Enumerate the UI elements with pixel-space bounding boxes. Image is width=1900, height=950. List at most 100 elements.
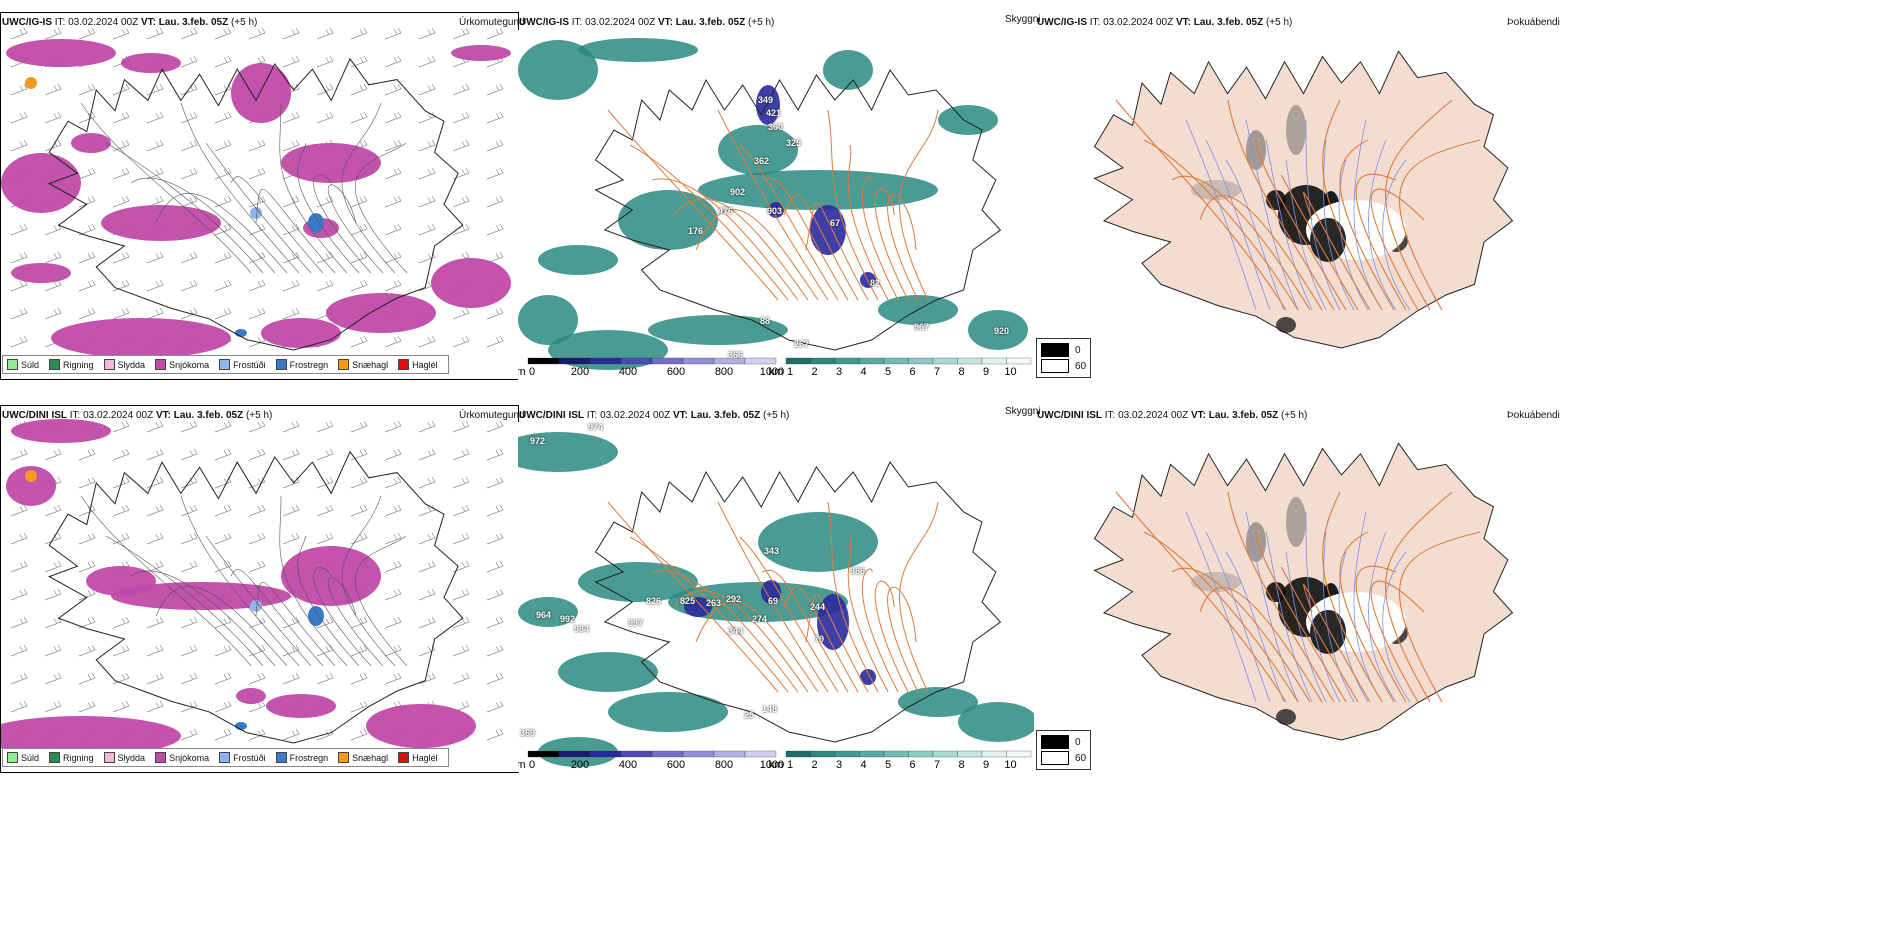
legend-swatch bbox=[103, 752, 115, 763]
scale-tick-label: 8 bbox=[958, 366, 964, 378]
scale-tick-label: 10 bbox=[1004, 759, 1016, 771]
cloud-base-label: 82 bbox=[870, 278, 881, 288]
scale-unit-label: m bbox=[518, 366, 526, 378]
scale-tick-label: 2 bbox=[811, 366, 817, 378]
scale-tick-label: 6 bbox=[909, 759, 915, 771]
scale-tick-label: 0 bbox=[529, 366, 535, 378]
precip-legend-item: Rigning bbox=[49, 359, 94, 370]
precip-panel-row2 bbox=[0, 405, 519, 773]
precip-legend-item: Súld bbox=[7, 359, 39, 370]
cloud-base-label: 360 bbox=[768, 122, 784, 132]
scale-tick-label: 7 bbox=[934, 366, 940, 378]
legend-label: Rigning bbox=[63, 359, 94, 370]
legend-swatch bbox=[7, 359, 18, 370]
legend-label: Snjókoma bbox=[169, 752, 210, 763]
scale-tick-label: 200 bbox=[571, 366, 589, 378]
precip-legend-row1: Súld Rigning Slydda Snjókoma Frostúði Frostre… bbox=[2, 355, 449, 374]
scale-tick-label: 5 bbox=[885, 366, 891, 378]
cloud-bw-legend-row1: 0 60 bbox=[1036, 338, 1092, 378]
legend-swatch bbox=[155, 359, 167, 370]
precip-param-row2: Úrkomutegund bbox=[459, 410, 525, 421]
legend-label: Snæhagl bbox=[352, 359, 389, 370]
precip-legend-item: Frostúði bbox=[219, 752, 266, 763]
precip-legend-item: Rigning bbox=[49, 752, 94, 763]
cloud-base-label: 79 bbox=[814, 634, 825, 644]
precip-legend-item: Snjókoma bbox=[155, 752, 209, 763]
cloud-base-label: 176 bbox=[688, 226, 704, 236]
scale-tick-label: 1 bbox=[787, 759, 793, 771]
legend-swatch bbox=[338, 752, 350, 763]
fog-map-row2 bbox=[1093, 442, 1514, 741]
legend-swatch bbox=[398, 752, 410, 763]
cloud-base-label: 148 bbox=[762, 704, 778, 714]
fog-legend-row: 60 bbox=[1041, 750, 1086, 766]
legend-swatch bbox=[155, 752, 167, 763]
cloud-base-label: 67 bbox=[830, 218, 841, 228]
precip-legend-item: Frostregn bbox=[275, 752, 329, 763]
fog-legend-label: 60 bbox=[1075, 752, 1087, 764]
cloud-panel-row1: 349 421 360 325 362 902 476 903 176 67 88 267 967 920… bbox=[518, 30, 1034, 380]
fog-legend-swatch bbox=[1041, 751, 1069, 765]
cloud-base-label: 325 bbox=[786, 138, 802, 148]
precip-legend-item: Slydda bbox=[103, 359, 146, 370]
fog-legend-label: 0 bbox=[1075, 344, 1081, 356]
legend-label: Frostregn bbox=[289, 359, 329, 370]
cloud-base-label: 69 bbox=[768, 596, 779, 606]
precip-legend-item: Frostúði bbox=[219, 359, 266, 370]
cloud-base-label: 826 bbox=[646, 596, 662, 606]
precip-legend-item: Frostregn bbox=[275, 359, 329, 370]
cloud-base-label: 362 bbox=[754, 156, 770, 166]
legend-label: Haglél bbox=[412, 752, 438, 763]
precip-map-row2 bbox=[1, 419, 504, 756]
cloud-map-row1 bbox=[518, 38, 1028, 370]
precip-legend-item: Súld bbox=[7, 752, 39, 763]
legend-swatch bbox=[338, 359, 350, 370]
cloud-base-label: 984 bbox=[574, 624, 590, 634]
precip-legend-item: Snæhagl bbox=[338, 752, 388, 763]
cloud-base-label: 902 bbox=[730, 187, 746, 197]
scale-unit-label: km bbox=[769, 759, 784, 771]
cloud-base-label: 369 bbox=[520, 728, 536, 738]
scale-tick-label: 3 bbox=[836, 759, 842, 771]
precip-legend-row2: Súld Rigning Slydda Snjókoma Frostúði Frostre… bbox=[2, 748, 449, 767]
fog-legend-swatch bbox=[1041, 343, 1069, 357]
legend-swatch bbox=[49, 752, 61, 763]
fog-panel-row1 bbox=[1036, 30, 1556, 360]
precip-panel-row1 bbox=[0, 12, 519, 380]
legend-swatch bbox=[49, 359, 61, 370]
fog-legend-row: 60 bbox=[1041, 358, 1086, 374]
cloud-base-label: 964 bbox=[536, 610, 552, 620]
legend-label: Súld bbox=[21, 359, 40, 370]
cloud-base-label: 992 bbox=[560, 614, 576, 624]
cloud-base-label: 421 bbox=[766, 108, 782, 118]
scale-tick-label: 800 bbox=[715, 366, 733, 378]
scale-tick-label: 8 bbox=[958, 759, 964, 771]
scale-tick-label: 0 bbox=[529, 759, 535, 771]
legend-label: Súld bbox=[21, 752, 40, 763]
precip-legend-item: Snjókoma bbox=[155, 359, 209, 370]
cloud-base-label: 274 bbox=[752, 614, 768, 624]
scale-tick-label: 9 bbox=[983, 366, 989, 378]
legend-label: Snæhagl bbox=[352, 752, 389, 763]
fog-legend-swatch bbox=[1041, 359, 1069, 373]
cloud-base-label: 967 bbox=[914, 322, 930, 332]
scale-tick-label: 4 bbox=[860, 366, 866, 378]
scale-tick-label: 3 bbox=[836, 366, 842, 378]
precip-legend-item: Haglél bbox=[398, 752, 438, 763]
legend-swatch bbox=[275, 752, 287, 763]
scale-tick-label: 400 bbox=[619, 366, 637, 378]
scale-unit-label: km bbox=[769, 366, 784, 378]
cloud-base-label: 974 bbox=[588, 422, 604, 432]
legend-label: Haglél bbox=[412, 359, 438, 370]
precip-title-row1: UWC/IG-IS IT: 03.02.2024 00Z VT: Lau. 3.… bbox=[2, 17, 258, 28]
fog-title-row1: UWC/IG-IS IT: 03.02.2024 00Z VT: Lau. 3.… bbox=[1037, 17, 1293, 28]
legend-label: Slydda bbox=[117, 359, 146, 370]
precip-map-row1 bbox=[1, 27, 511, 358]
fog-param-row2: Þokuábendi bbox=[1507, 410, 1560, 421]
fog-title-row2: UWC/DINI ISL IT: 03.02.2024 00Z VT: Lau.… bbox=[1037, 410, 1308, 421]
scale-tick-label: 600 bbox=[667, 366, 685, 378]
precip-legend-item: Snæhagl bbox=[338, 359, 388, 370]
legend-label: Frostregn bbox=[289, 752, 329, 763]
